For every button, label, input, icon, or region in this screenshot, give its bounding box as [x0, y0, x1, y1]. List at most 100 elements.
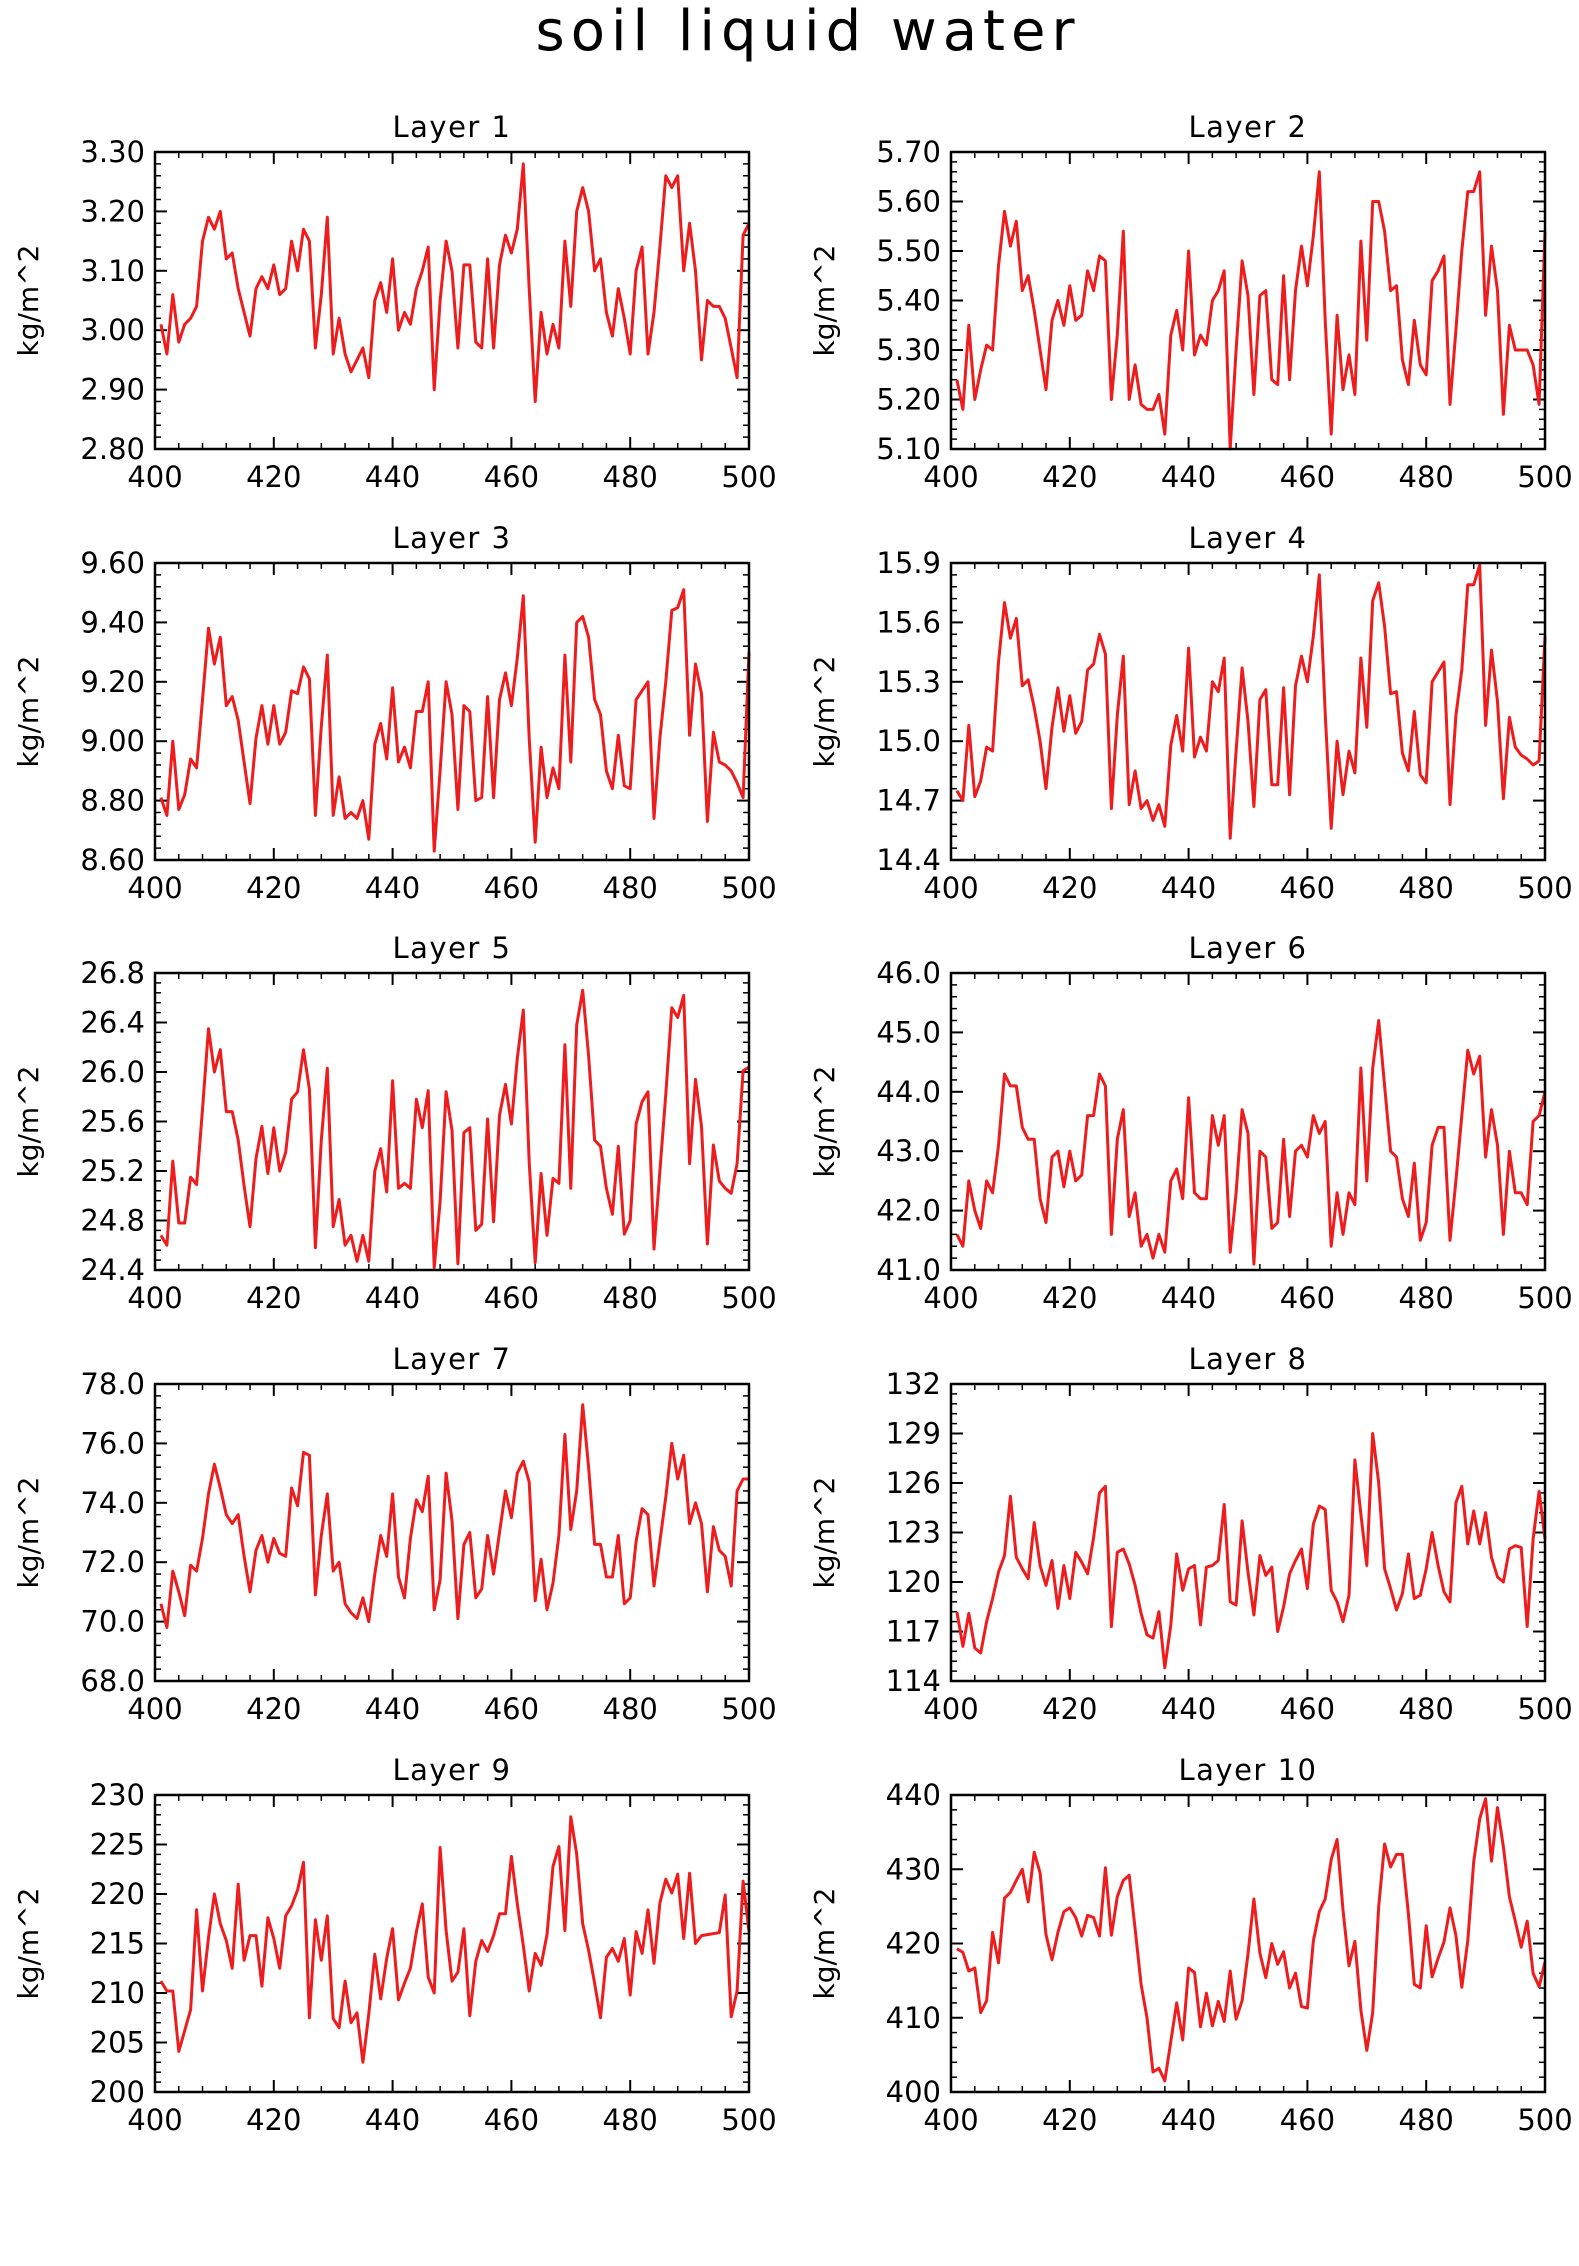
plot-frame — [949, 971, 1547, 1272]
x-tick-label: 480 — [1399, 2103, 1454, 2137]
x-tick-label: 420 — [1042, 2103, 1097, 2137]
y-tick-label: 2.90 — [80, 373, 145, 407]
y-tick-label: 123 — [886, 1516, 941, 1550]
chart-panel-layer-3: Layer 3 kg/m^2 400 420 440 460 480 500 8.60 8.80 9… — [12, 521, 777, 905]
plot-frame — [153, 971, 751, 1272]
y-tick-label: 8.80 — [80, 784, 145, 818]
y-tick-label: 42.0 — [876, 1194, 941, 1228]
y-tick-label: 5.60 — [876, 185, 941, 219]
x-tick-label: 480 — [603, 1281, 658, 1315]
x-tick-label: 460 — [484, 1281, 539, 1315]
y-tick-label: 9.20 — [80, 665, 145, 699]
y-tick-label: 24.4 — [80, 1253, 145, 1287]
series-line-layer-8 — [955, 1432, 1547, 1670]
y-tick-label: 25.2 — [80, 1154, 145, 1188]
x-tick-label: 480 — [603, 1692, 658, 1726]
x-tick-label: 500 — [1517, 1692, 1572, 1726]
plot-frame — [153, 1793, 751, 2094]
y-tick-label: 420 — [886, 1927, 941, 1961]
y-tick-label: 3.30 — [80, 135, 145, 169]
y-tick-label: 15.9 — [876, 546, 941, 580]
series-line-layer-7 — [159, 1403, 749, 1629]
y-tick-label: 200 — [90, 2075, 145, 2109]
y-axis-label-layer-4: kg/m^2 — [808, 656, 841, 768]
y-tick-label: 76.0 — [80, 1426, 145, 1460]
y-tick-label: 410 — [886, 2001, 941, 2035]
panel-title-layer-5: Layer 5 — [392, 931, 511, 965]
y-axis-label-layer-5: kg/m^2 — [12, 1066, 45, 1178]
y-tick-label: 215 — [90, 1927, 145, 1961]
x-tick-label: 460 — [1280, 871, 1335, 905]
x-tick-label: 480 — [1399, 1692, 1454, 1726]
plot-frame — [949, 1382, 1547, 1683]
series-line-layer-3 — [159, 588, 751, 853]
y-tick-label: 26.4 — [80, 1006, 145, 1040]
y-tick-label: 440 — [886, 1778, 941, 1812]
x-tick-label: 480 — [1399, 460, 1454, 494]
series-line-layer-6 — [955, 1019, 1547, 1266]
y-tick-label: 5.40 — [876, 284, 941, 318]
y-tick-label: 205 — [90, 2026, 145, 2060]
x-tick-label: 440 — [365, 460, 420, 494]
x-tick-label: 420 — [1042, 460, 1097, 494]
y-tick-label: 3.10 — [80, 254, 145, 288]
y-tick-label: 220 — [90, 1877, 145, 1911]
y-tick-label: 5.10 — [876, 432, 941, 466]
x-tick-label: 500 — [1517, 871, 1572, 905]
y-tick-label: 126 — [886, 1466, 941, 1500]
chart-panel-layer-2: Layer 2 kg/m^2 400 420 440 460 480 500 5.10 5.20 5… — [808, 110, 1573, 494]
x-tick-label: 440 — [365, 2103, 420, 2137]
y-tick-label: 225 — [90, 1828, 145, 1862]
x-tick-label: 500 — [721, 2103, 776, 2137]
series-line-layer-5 — [159, 988, 750, 1269]
y-tick-label: 68.0 — [80, 1664, 145, 1698]
x-tick-label: 460 — [484, 1692, 539, 1726]
y-tick-label: 78.0 — [80, 1367, 145, 1401]
series-line-layer-9 — [159, 1815, 751, 2064]
panel-title-layer-7: Layer 7 — [392, 1342, 511, 1376]
y-axis-label-layer-9: kg/m^2 — [12, 1888, 45, 2000]
chart-panel-layer-10: Layer 10 kg/m^2 400 420 440 460 480 500 400 410 42… — [808, 1753, 1573, 2137]
y-tick-label: 5.50 — [876, 234, 941, 268]
y-axis-label-layer-2: kg/m^2 — [808, 245, 841, 357]
y-tick-label: 15.6 — [876, 605, 941, 639]
x-tick-label: 400 — [127, 460, 182, 494]
panel-title-layer-1: Layer 1 — [392, 110, 511, 144]
panel-title-layer-9: Layer 9 — [392, 1753, 511, 1787]
y-tick-label: 45.0 — [876, 1015, 941, 1049]
chart-panel-layer-8: Layer 8 kg/m^2 400 420 440 460 480 500 114 117 120… — [808, 1342, 1573, 1726]
x-tick-label: 420 — [246, 1692, 301, 1726]
plot-frame — [949, 561, 1547, 862]
x-tick-label: 500 — [721, 871, 776, 905]
x-tick-label: 420 — [246, 2103, 301, 2137]
x-tick-label: 400 — [127, 2103, 182, 2137]
x-tick-label: 400 — [923, 2103, 978, 2137]
panels-grid: Layer 1 kg/m^2 400 420 440 460 480 500 2.80 2.90 3… — [12, 110, 1573, 2137]
x-tick-label: 400 — [923, 460, 978, 494]
x-tick-label: 480 — [603, 2103, 658, 2137]
chart-panel-layer-4: Layer 4 kg/m^2 400 420 440 460 480 500 14.4 14.7 1… — [808, 521, 1573, 905]
chart-panel-layer-7: Layer 7 kg/m^2 400 420 440 460 480 500 68.0 70.0 7… — [12, 1342, 777, 1726]
y-tick-label: 132 — [886, 1367, 941, 1401]
series-line-layer-10 — [956, 1797, 1547, 2083]
y-tick-label: 9.00 — [80, 724, 145, 758]
x-tick-label: 480 — [1399, 871, 1454, 905]
panel-title-layer-8: Layer 8 — [1188, 1342, 1307, 1376]
y-tick-label: 400 — [886, 2075, 941, 2109]
y-tick-label: 2.80 — [80, 432, 145, 466]
y-tick-label: 430 — [886, 1852, 941, 1886]
chart-panel-layer-1: Layer 1 kg/m^2 400 420 440 460 480 500 2.80 2.90 3… — [12, 110, 777, 494]
y-tick-label: 26.8 — [80, 956, 145, 990]
y-tick-label: 26.0 — [80, 1055, 145, 1089]
x-tick-label: 420 — [1042, 1692, 1097, 1726]
series-line-layer-4 — [955, 563, 1547, 840]
x-tick-label: 440 — [365, 1692, 420, 1726]
x-tick-label: 480 — [603, 460, 658, 494]
x-tick-label: 440 — [1161, 1281, 1216, 1315]
x-tick-label: 500 — [721, 460, 776, 494]
y-tick-label: 114 — [886, 1664, 941, 1698]
x-tick-label: 460 — [484, 460, 539, 494]
plot-frame — [153, 561, 751, 862]
x-tick-label: 400 — [923, 1692, 978, 1726]
